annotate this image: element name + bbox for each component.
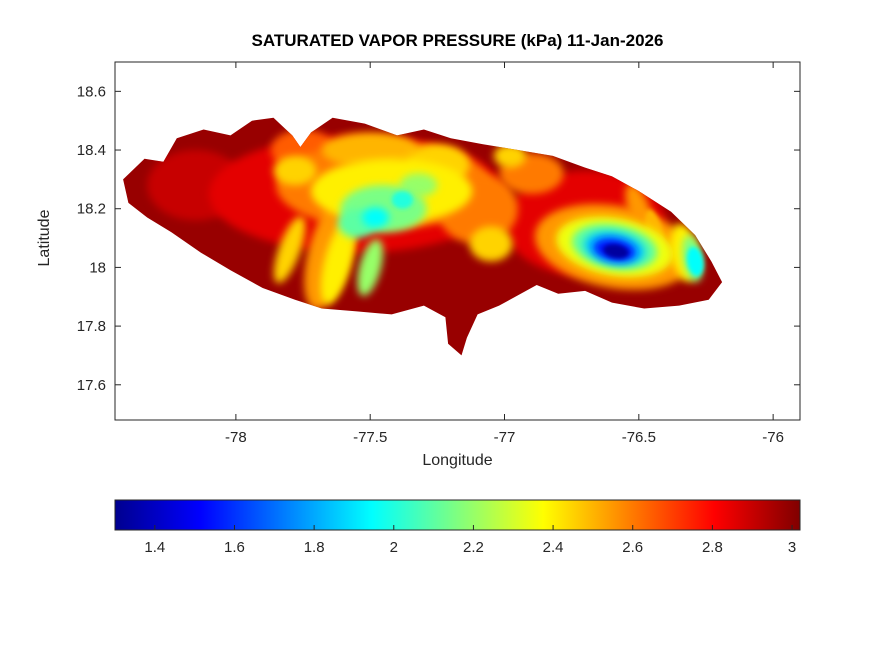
y-tick-label: 17.8 [77,318,106,335]
x-tick-label: -76.5 [622,429,656,446]
island-base-fill [123,117,723,356]
value-region [362,207,389,228]
colorbar [114,499,801,531]
colorbar-tick-label: 3 [788,539,796,556]
value-region [321,132,419,168]
value-region [273,216,306,284]
colorbar-tick-label: 1.4 [144,539,165,556]
x-tick-label: -76 [762,429,784,446]
colorbar-tick-label: 2.2 [463,539,484,556]
colorbar-tick-label: 2 [390,539,398,556]
value-region [273,155,317,186]
value-region [469,226,513,262]
value-region [686,246,704,277]
value-region [320,218,356,305]
x-tick-label: -78 [225,429,247,446]
axes-box [114,61,801,421]
value-region [357,238,384,296]
y-tick-label: 17.6 [77,377,106,394]
y-tick-label: 18 [89,259,106,276]
island-surface [123,117,723,356]
y-tick-label: 18.2 [77,201,106,218]
colorbar-tick-label: 2.8 [702,539,723,556]
colorbar-tick-label: 2.4 [543,539,564,556]
value-region [391,191,414,209]
y-tick-label: 18.6 [77,83,106,100]
y-tick-label: 18.4 [77,142,106,159]
value-region [603,244,629,259]
colorbar-tick-label: 2.6 [622,539,643,556]
x-axis-label: Longitude [422,452,493,469]
x-tick-label: -77 [494,429,516,446]
x-tick-label: -77.5 [353,429,387,446]
colorbar-tick-label: 1.6 [224,539,245,556]
colorbar-tick-label: 1.8 [304,539,325,556]
chart-title: SATURATED VAPOR PRESSURE (kPa) 11-Jan-20… [251,31,664,50]
value-region [493,144,526,168]
y-axis-label: Latitude [36,209,53,267]
